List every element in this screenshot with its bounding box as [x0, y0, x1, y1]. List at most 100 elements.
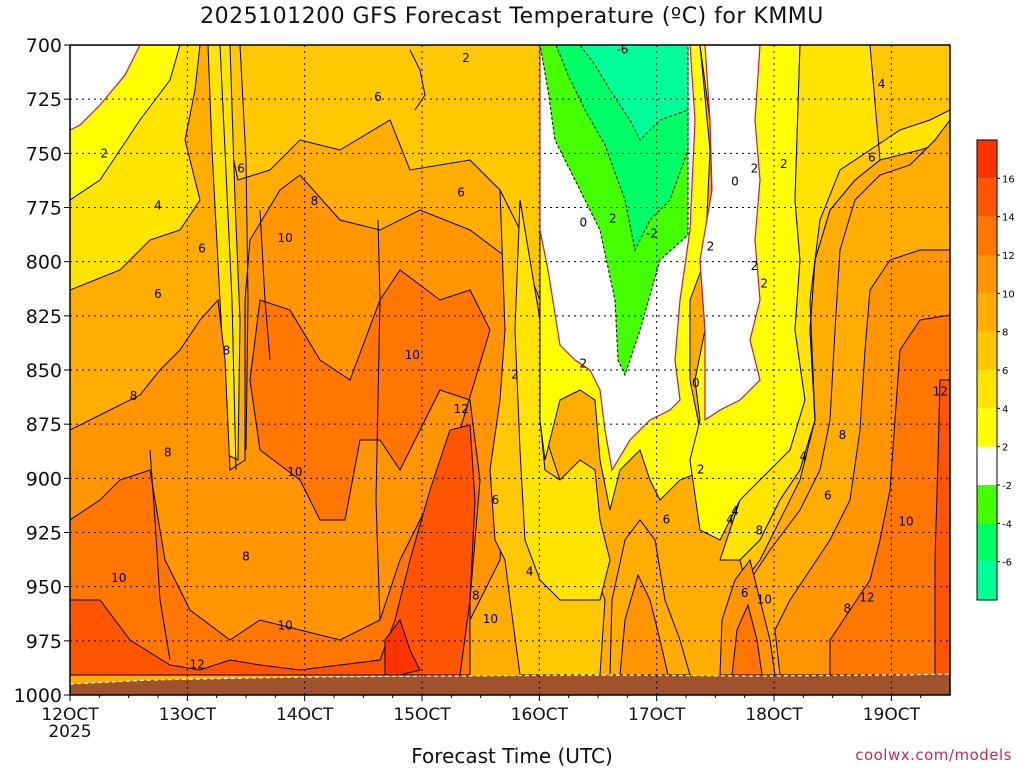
- colorbar-label: 16: [1002, 174, 1015, 185]
- x-tick-label: 12OCT: [41, 705, 99, 725]
- contour-label: 12: [859, 591, 874, 605]
- band-neg-0: [70, 45, 141, 131]
- contour-label: 4: [526, 565, 534, 579]
- contour-label: 6: [663, 513, 671, 527]
- contour-label: 2: [751, 259, 759, 273]
- colorbar-label: 10: [1002, 289, 1015, 300]
- band-4-6-far-right: [739, 45, 950, 582]
- contour-label: 0: [731, 175, 739, 189]
- x-tick-label: 19OCT: [863, 705, 921, 725]
- contour-label: 10: [405, 348, 420, 362]
- contour-label: 6: [824, 489, 832, 503]
- contour-label: -6: [616, 42, 628, 56]
- contour-label: 2: [780, 157, 788, 171]
- contour-label: 6: [868, 151, 876, 165]
- contour-label: 2: [511, 367, 519, 381]
- contour-label: 4: [800, 450, 808, 464]
- ground-edge: [70, 673, 950, 685]
- colorbar-label: -4: [1002, 519, 1012, 530]
- colorbar-swatch: [977, 331, 997, 370]
- chart-title: 2025101200 GFS Forecast Temperature (ºC)…: [200, 4, 824, 29]
- contour-label: 8: [242, 549, 250, 563]
- y-tick-label: 900: [26, 468, 62, 490]
- x-tick-label: 15OCT: [393, 705, 451, 725]
- contour-label: 2: [609, 211, 617, 225]
- colorbar-label: 2: [1002, 443, 1008, 454]
- y-tick-label: 800: [26, 252, 62, 274]
- contour-label: 2: [707, 240, 715, 254]
- contour-label: 8: [223, 344, 231, 358]
- colorbar-label: 6: [1002, 366, 1008, 377]
- x-tick-label: 17OCT: [628, 705, 686, 725]
- colorbar: 16 14 12 10 8 6 4 2 -2 -4 -6: [976, 139, 1015, 601]
- colorbar-swatch: [977, 255, 997, 294]
- colorbar-label: 12: [1002, 251, 1015, 262]
- x-year-label: 2025: [48, 722, 91, 742]
- x-tick-label: 14OCT: [276, 705, 334, 725]
- colorbar-label: -6: [1002, 558, 1012, 569]
- contour-label: 6: [154, 287, 162, 301]
- band-12-14: [70, 424, 476, 676]
- contour-label: 6: [237, 162, 245, 176]
- contour-label: 6: [457, 185, 465, 199]
- contour-label: 6: [492, 493, 500, 507]
- colorbar-label: 14: [1002, 213, 1015, 224]
- contour-label: 6: [198, 242, 206, 256]
- contour-label: 10: [277, 619, 292, 633]
- contour-label: 8: [130, 389, 138, 403]
- contour-label: 0: [692, 376, 700, 390]
- contour-label: 2: [100, 146, 108, 160]
- contour-label: 10: [483, 612, 498, 626]
- contour-label: 10: [277, 231, 292, 245]
- y-tick-label: 875: [26, 414, 62, 436]
- colorbar-swatch: [977, 178, 997, 217]
- contour-label: 10: [757, 593, 772, 607]
- colorbar-swatch: [977, 293, 997, 332]
- contour-label: 4: [731, 504, 739, 518]
- ground-surface: [70, 674, 950, 695]
- contour-label: 2: [760, 276, 768, 290]
- contour-label: 2: [580, 357, 588, 371]
- colorbar-swatch: [977, 216, 997, 255]
- colorbar-swatch: [977, 446, 997, 485]
- credit-link[interactable]: coolwx.com/models: [855, 746, 1012, 764]
- colorbar-label: -2: [1002, 481, 1012, 492]
- colorbar-swatch: [977, 485, 997, 524]
- colorbar-swatch: [977, 370, 997, 409]
- colorbar-swatch: [977, 561, 997, 600]
- x-axis-title: Forecast Time (UTC): [411, 744, 613, 768]
- y-tick-label: 775: [26, 198, 62, 220]
- y-tick-label: 925: [26, 523, 62, 545]
- x-tick-label: 18OCT: [745, 705, 803, 725]
- band-14-16: [384, 618, 421, 676]
- x-tick-label: 13OCT: [159, 705, 217, 725]
- contour-label: 8: [164, 445, 172, 459]
- y-tick-label: 850: [26, 360, 62, 382]
- contour-label: 10: [898, 515, 913, 529]
- contour-label: 6: [741, 586, 749, 600]
- contour-label: 12: [189, 658, 204, 672]
- colorbar-label: 8: [1002, 328, 1008, 339]
- contour-label: 2: [697, 463, 705, 477]
- colorbar-label: 4: [1002, 404, 1008, 415]
- band-below-neg6: [579, 45, 689, 141]
- contour-label: 2: [462, 51, 470, 65]
- colorbar-swatch: [977, 523, 997, 562]
- contour-label: 4: [154, 198, 162, 212]
- contour-label: 4: [726, 513, 734, 527]
- y-tick-label: 975: [26, 631, 62, 653]
- y-tick-label: 725: [26, 89, 62, 111]
- contour-label: 8: [839, 428, 847, 442]
- band-2-4-mid: [207, 45, 241, 461]
- contour-label: 12: [933, 385, 948, 399]
- contour-label: -2: [646, 227, 658, 241]
- grid-layer: [70, 45, 950, 695]
- y-tick-label: 825: [26, 306, 62, 328]
- x-axis: 12OCT 13OCT 14OCT 15OCT 16OCT 17OCT 18OCT 19OCT…: [41, 695, 922, 742]
- contour-label: 8: [311, 194, 319, 208]
- contour-label: 6: [374, 90, 382, 104]
- band-tongue-18oct-inner: [731, 603, 763, 676]
- colorbar-swatch: [977, 408, 997, 447]
